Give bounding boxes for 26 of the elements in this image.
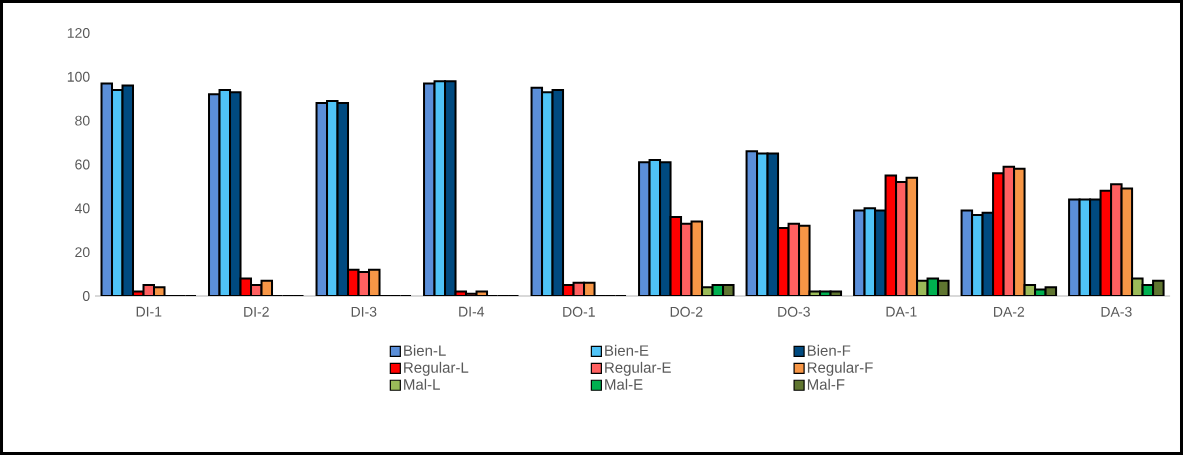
x-tick-label: DI-4 [459, 306, 485, 317]
x-tick-label: DO-2 [670, 306, 703, 317]
legend-label: Regular-E [605, 361, 671, 376]
x-tick-label: DA-1 [886, 306, 917, 317]
legend-label: Regular-L [404, 361, 469, 376]
y-tick-label: 120 [67, 28, 90, 38]
x-tick-label: DI-2 [244, 306, 269, 317]
legend-label: Regular-F [807, 361, 873, 376]
x-tick-label: DO-3 [778, 306, 810, 317]
legend-label: Mal-L [404, 378, 440, 390]
x-tick-label: DA-3 [1101, 306, 1132, 317]
x-tick-label: DI-1 [136, 306, 162, 317]
y-tick-label: 40 [74, 203, 90, 214]
y-tick-label: 60 [75, 159, 90, 170]
y-tick-label: 20 [75, 247, 90, 258]
x-tick-label: DI-3 [351, 306, 377, 317]
y-tick-label: 100 [67, 71, 90, 82]
legend-label: Bien-L [404, 344, 446, 356]
x-tick-label: DO-1 [563, 306, 595, 317]
legend-label: Mal-E [605, 378, 643, 390]
legend-label: Bien-F [807, 344, 851, 356]
legend-label: Mal-F [807, 378, 845, 390]
legend-label: Bien-E [605, 344, 649, 356]
y-tick-label: 80 [75, 115, 90, 126]
x-tick-label: DA-2 [994, 306, 1025, 317]
y-tick-label: 0 [82, 291, 90, 301]
